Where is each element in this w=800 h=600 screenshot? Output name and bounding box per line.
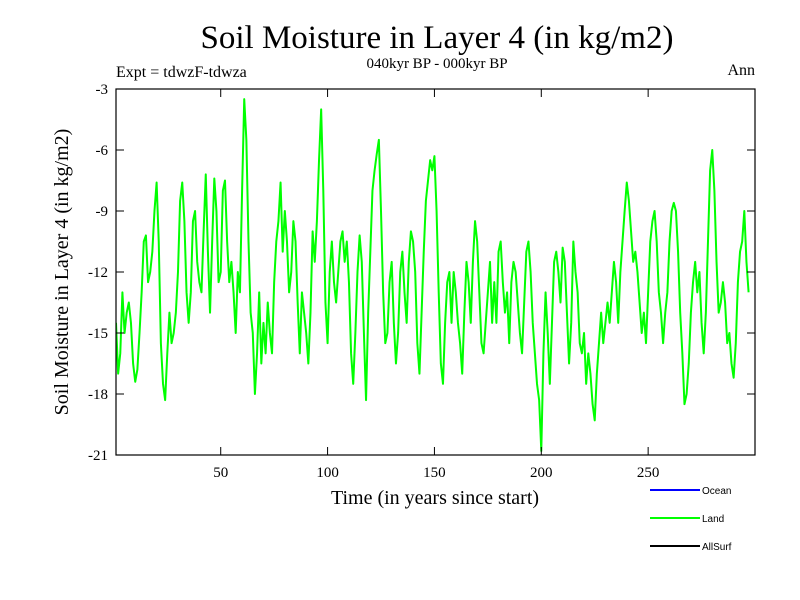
chart-title: Soil Moisture in Layer 4 (in kg/m2) [201,20,674,56]
experiment-note: Expt = tdwzF-tdwza [116,64,247,81]
x-tick-label: 150 [423,465,446,481]
x-tick-label: 200 [530,465,553,481]
y-tick-label: -9 [96,204,109,220]
x-tick-label: 50 [213,465,228,481]
y-tick-label: -21 [88,448,108,464]
legend-label-allsurf: AllSurf [702,542,732,553]
legend: Ocean Land AllSurf [650,486,732,553]
x-axis-label: Time (in years since start) [331,487,539,509]
y-tick-label: -15 [88,326,108,342]
chart-subtitle: 040kyr BP - 000kyr BP [366,56,507,72]
y-axis-label: Soil Moisture in Layer 4 (in kg/m2) [51,129,73,416]
series-line-land [116,98,750,452]
x-tick-label: 100 [316,465,339,481]
y-tick-label: -6 [96,143,109,159]
period-note: Ann [727,62,755,79]
legend-label-ocean: Ocean [702,486,731,497]
x-tick-label: 250 [637,465,660,481]
y-tick-label: -3 [96,82,109,98]
legend-label-land: Land [702,514,724,525]
y-tick-label: -18 [88,387,108,403]
y-tick-label: -12 [88,265,108,281]
